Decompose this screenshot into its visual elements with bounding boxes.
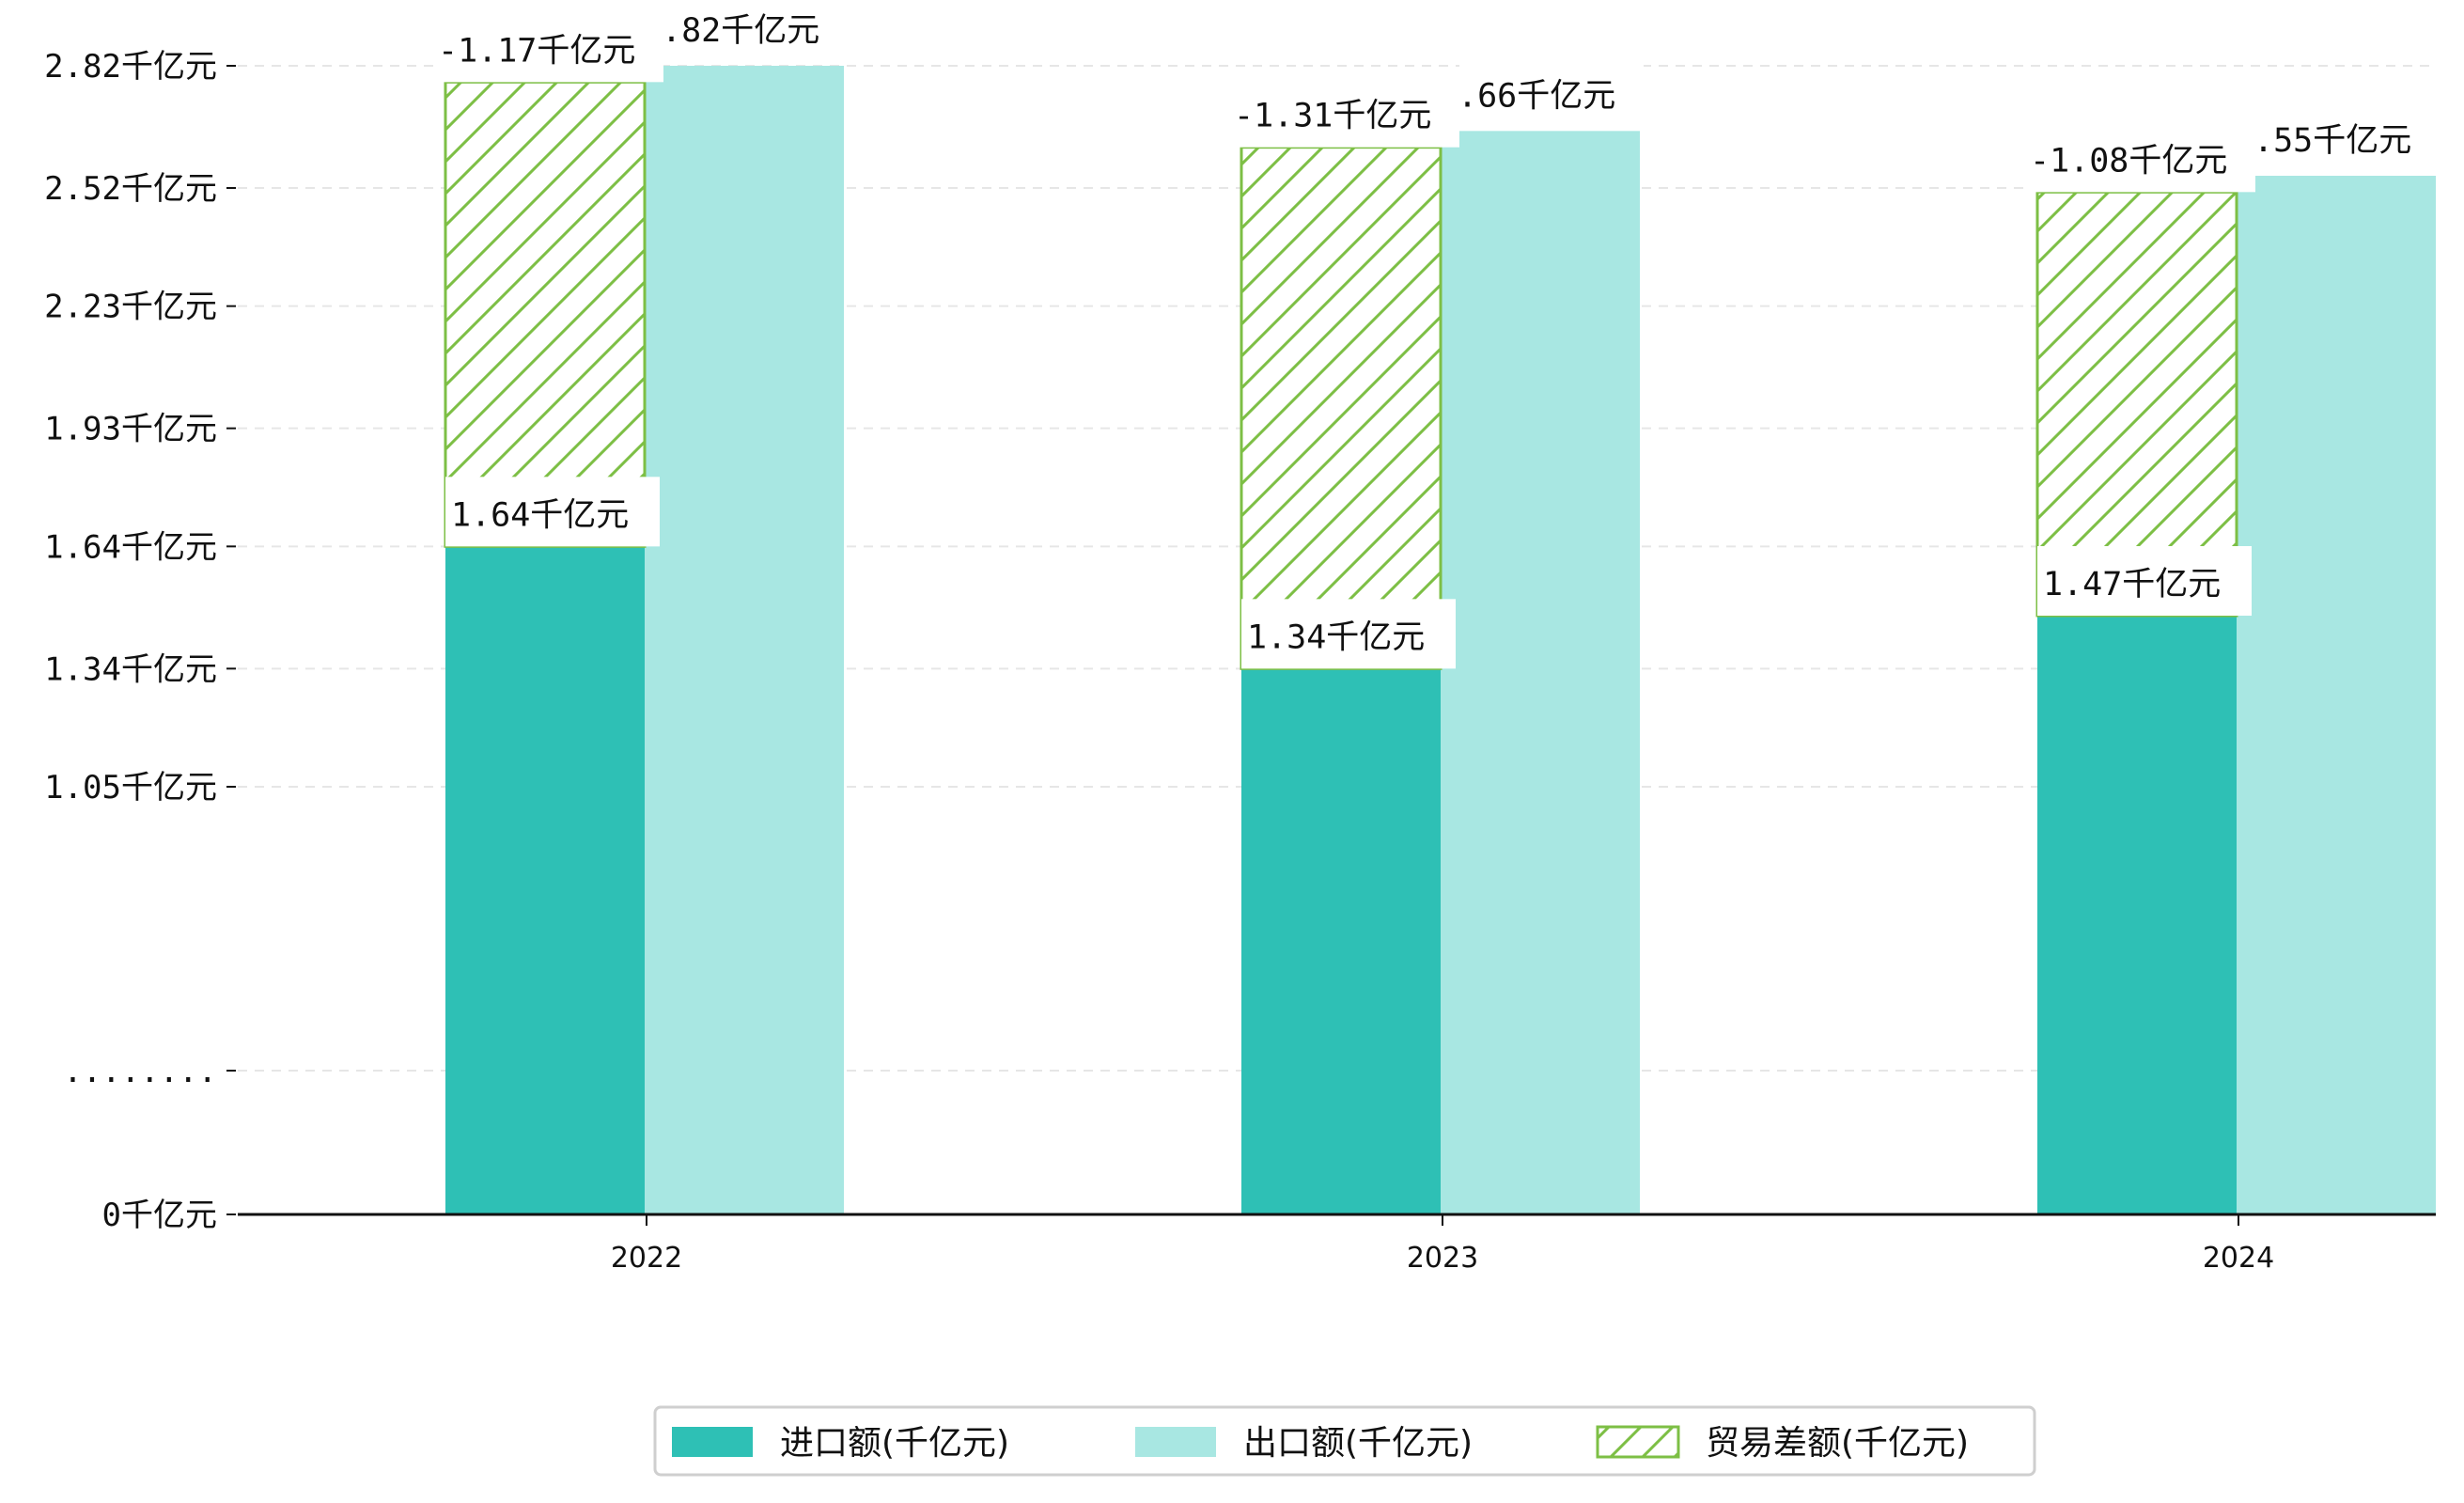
bar-export-2024 xyxy=(2237,176,2436,1214)
legend-label: 进口额(千亿元) xyxy=(780,1424,1009,1463)
import-value-label: 1.64千亿元 xyxy=(451,496,629,534)
y-tick-label: 1.34千亿元 xyxy=(44,650,217,688)
bar-export-2022 xyxy=(645,66,844,1214)
y-tick-label: 1.64千亿元 xyxy=(44,528,217,566)
label-box xyxy=(2255,108,2440,172)
legend-frame xyxy=(653,1405,2036,1477)
axes: 0千亿元........ 1.05千亿元 1.34千亿元 1.64千亿元 1.93千亿元… xyxy=(44,48,2436,1275)
bar-balance-2023 xyxy=(1240,146,1443,670)
y-tick-label: ........ xyxy=(63,1053,217,1090)
bar-import-2024 xyxy=(2037,616,2237,1214)
data-labels: 1.64千亿元 -1.17千亿元 .82千亿元 1.34千亿元 -1.31千亿元 .66千… xyxy=(438,0,2440,669)
label-box xyxy=(438,14,663,83)
label-box xyxy=(1241,599,1456,669)
balance-value-label: -1.31千亿元 xyxy=(1234,98,1431,135)
bar-import-2022 xyxy=(445,546,645,1214)
bar-balance-2022 xyxy=(444,80,647,548)
export-value-label: .66千亿元 xyxy=(1458,77,1615,115)
export-value-label: .55千亿元 xyxy=(2253,122,2411,160)
import-value-label: 1.34千亿元 xyxy=(1247,618,1425,656)
legend: 进口额(千亿元) 出口额(千亿元) 贸易差额(千亿元) xyxy=(653,1405,2036,1477)
label-box xyxy=(445,477,660,547)
y-tick-label: 2.52千亿元 xyxy=(44,170,217,208)
legend-label: 贸易差额(千亿元) xyxy=(1706,1424,1969,1463)
label-box xyxy=(663,0,848,62)
import-value-label: 1.47千亿元 xyxy=(2043,566,2221,603)
y-tick-label: 0千亿元 xyxy=(102,1197,217,1234)
x-tick-label: 2022 xyxy=(611,1242,682,1275)
legend-item-export[interactable]: 出口额(千亿元) xyxy=(1135,1424,1473,1463)
y-tick-label: 1.93千亿元 xyxy=(44,411,217,448)
bars xyxy=(444,66,2436,1214)
legend-swatch xyxy=(1596,1425,1680,1459)
y-tick-label: 2.82千亿元 xyxy=(44,48,217,86)
label-box xyxy=(2037,546,2252,616)
balance-value-label: -1.17千亿元 xyxy=(438,32,635,70)
balance-value-label: -1.08千亿元 xyxy=(2030,142,2227,180)
bar-export-2023 xyxy=(1441,131,1640,1214)
legend-item-import[interactable]: 进口额(千亿元) xyxy=(672,1424,1009,1463)
export-value-label: .82千亿元 xyxy=(662,12,819,50)
x-tick-label: 2024 xyxy=(2203,1242,2274,1275)
bar-import-2023 xyxy=(1241,668,1441,1214)
y-tick-label: 2.23千亿元 xyxy=(44,289,217,326)
legend-item-balance[interactable]: 贸易差额(千亿元) xyxy=(1596,1424,1969,1463)
y-tick-label: 1.05千亿元 xyxy=(44,769,217,806)
label-box xyxy=(2030,124,2255,193)
legend-label: 出口额(千亿元) xyxy=(1243,1424,1473,1463)
label-box xyxy=(1234,79,1459,148)
legend-swatch xyxy=(672,1427,753,1457)
label-box xyxy=(1459,63,1644,128)
x-tick-label: 2023 xyxy=(1407,1242,1478,1275)
legend-swatch xyxy=(1135,1427,1216,1457)
